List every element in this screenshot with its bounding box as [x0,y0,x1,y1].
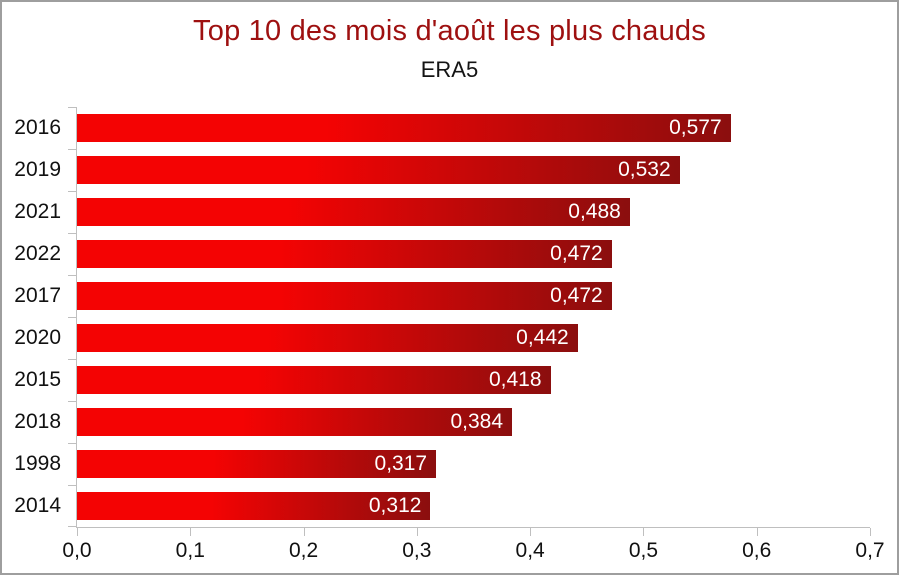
bar-row: 2020 0,442 [14,317,870,359]
bar-row: 2021 0,488 [14,191,870,233]
bar-value-label: 0,472 [550,242,603,265]
x-tick-label: 0,5 [628,539,659,562]
y-axis-tick [68,317,76,318]
bar-value-label: 0,317 [374,452,428,475]
y-axis-tick [68,149,76,150]
bar-rows: 2016 0,577 2019 0,532 2021 0,488 2022 0,472 2017… [14,107,870,527]
category-label: 2018 [14,410,61,433]
bar: 0,577 [77,114,731,142]
chart-title: Top 10 des mois d'août les plus chauds [193,15,706,47]
bar-value-label: 0,577 [669,116,722,139]
bar: 0,384 [77,408,513,436]
y-axis-tick [68,107,76,108]
bar-row: 2019 0,532 [14,149,870,191]
bar-value-label: 0,384 [450,410,504,433]
bar-row: 2018 0,384 [14,401,870,443]
chart-subtitle: ERA5 [420,57,479,82]
bar-value-label: 0,532 [618,158,671,181]
category-label: 2021 [14,200,61,223]
x-tick-label: 0,4 [515,539,545,562]
x-axis-tick [77,528,78,536]
bar: 0,442 [77,324,578,352]
category-label: 2022 [14,242,61,265]
category-label: 2014 [14,494,61,517]
x-tick-label: 0,6 [742,539,772,562]
x-axis-tick [870,528,871,536]
bar-value-label: 0,472 [550,284,603,307]
x-tick-label: 0,3 [402,539,432,562]
bar: 0,472 [77,282,612,310]
category-label: 2015 [14,368,61,391]
x-axis-tick [190,528,192,536]
x-tick-label: 0,1 [175,539,205,562]
plot-area: 2016 0,577 2019 0,532 2021 0,488 2022 0,472 2017… [14,107,885,562]
x-axis-tick [416,528,418,536]
y-axis-tick [68,275,76,276]
bar: 0,312 [77,492,431,520]
category-label: 2019 [14,158,61,181]
x-tick-label: 0,2 [288,539,319,562]
bar: 0,532 [77,156,680,184]
x-axis-tick [303,528,305,536]
y-axis-tick [68,233,76,234]
bar-row: 2015 0,418 [14,359,870,401]
x-tick-label: 0,7 [855,539,885,562]
bar: 0,488 [77,198,630,226]
bar-row: 2022 0,472 [14,233,870,275]
bar: 0,317 [77,450,437,478]
y-axis-tick [68,526,76,527]
bar-value-label: 0,442 [516,326,569,349]
bar: 0,418 [77,366,551,394]
y-axis-tick [68,443,76,444]
y-axis-tick [68,359,76,360]
category-label: 2017 [14,284,61,307]
bar-value-label: 0,312 [368,494,422,517]
bar-row: 2017 0,472 [14,275,870,317]
bar-value-label: 0,488 [568,200,621,223]
x-axis-tick [530,528,532,536]
category-label: 2016 [14,116,61,139]
category-label: 2020 [14,326,61,349]
category-label: 1998 [14,452,61,475]
bar-row: 2016 0,577 [14,107,870,149]
y-axis-tick [68,485,76,486]
bar-value-label: 0,418 [488,368,542,391]
x-tick-label: 0,0 [62,539,92,562]
y-axis-tick [68,191,76,192]
x-axis-tick [756,528,758,536]
bar-row: 1998 0,317 [14,443,870,485]
x-axis-tick [643,528,645,536]
bar: 0,472 [77,240,612,268]
bar-row: 2014 0,312 [14,485,870,527]
y-axis-tick [68,401,76,402]
